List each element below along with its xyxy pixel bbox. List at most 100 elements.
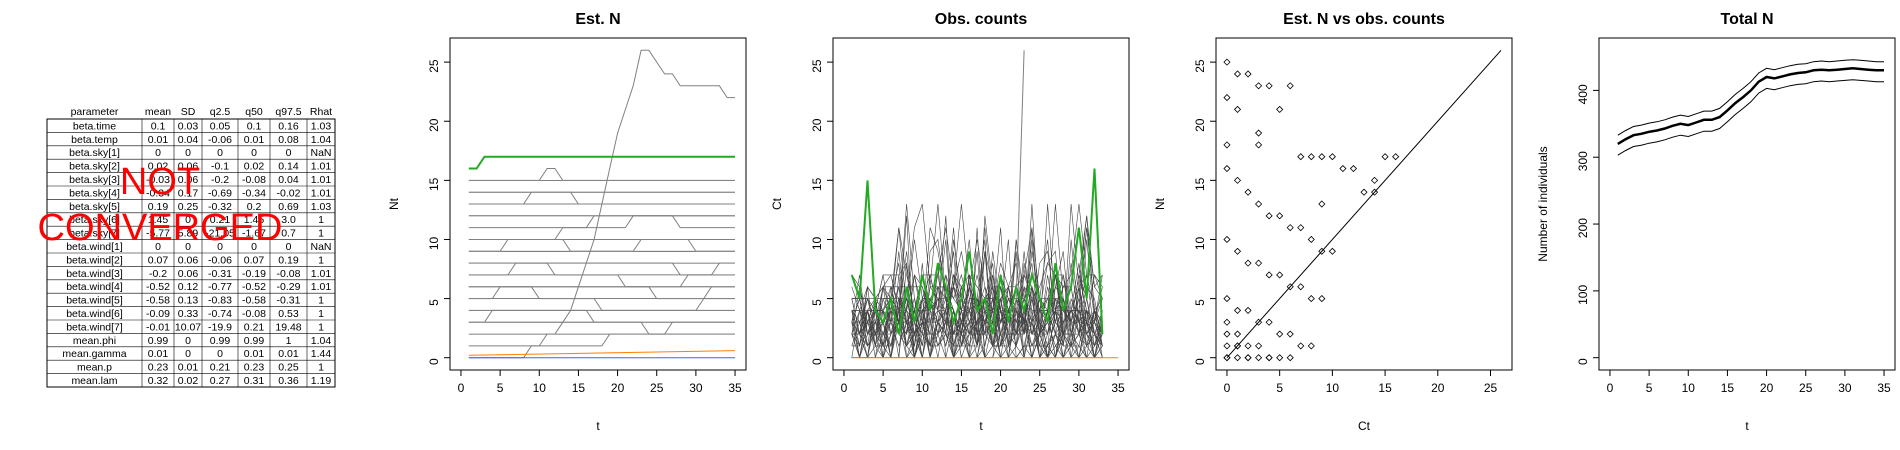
table-cell: 1.44 [311,348,332,360]
table-cell: -0.69 [208,187,232,199]
table-cell: -0.08 [277,268,301,280]
table-cell: -0.32 [208,201,232,213]
table-cell: 0.36 [278,375,299,387]
table-cell: 1 [318,295,324,307]
x-axis-label: Ct [1358,419,1371,433]
table-cell: -0.2 [211,174,229,186]
scatter-point [1381,153,1389,161]
scatter-point [1255,82,1263,90]
scatter-point [1223,342,1231,350]
y-tick-label: 5 [427,299,441,306]
x-tick-label: 5 [880,381,887,395]
scatter-point [1223,58,1231,66]
scatter-point [1265,212,1273,220]
scatter-point [1255,354,1263,362]
table-cell: 0.07 [148,254,169,266]
count-series-line [851,203,1103,335]
table-cell: 0.04 [178,134,199,146]
scatter-point [1244,354,1252,362]
table-cell: 1.04 [311,134,332,146]
y-tick-label: 15 [810,177,824,191]
x-tick-label: 10 [533,381,547,395]
scatter-point [1349,164,1358,173]
table-cell: 0.23 [148,362,169,374]
table-cell: NaN [310,147,331,159]
y-tick-label: 10 [427,236,441,250]
scatter-point [1392,153,1400,161]
table-cell: -0.58 [242,295,266,307]
y-tick-label: 5 [810,299,824,306]
scatter-point [1286,82,1294,90]
table-cell: mean.phi [73,335,116,347]
scatter-point [1223,141,1231,149]
table-cell: 0.19 [278,254,299,266]
table-cell: -0.06 [208,134,232,146]
scatter-point [1223,330,1231,338]
x-tick-label: 0 [1224,381,1231,395]
total-n-plot: Total N t Number of individuals 0 5 10 15 20 25 3… [1536,11,1896,433]
x-tick-label: 20 [611,381,625,395]
table-cell: 0.69 [278,201,299,213]
plot-area [1617,59,1884,156]
table-cell: 0.33 [178,308,199,320]
est-n-plot: Est. N t Nt 0 5 10 15 20 25 30 35 0 5 10 15 20 25 [387,11,747,433]
scatter-point [1318,247,1326,255]
table-cell: 0.1 [151,120,166,132]
table-cell: 1.45 [244,214,265,226]
table-cell: 0 [185,335,191,347]
count-series-line [851,251,1103,347]
obs-counts-plot: Obs. counts t Ct 0 5 10 15 20 25 30 35 0 5 10 15 20 25 [770,11,1130,433]
table-cell: 0.17 [178,187,199,199]
table-cell: 0.21 [244,321,265,333]
table-cell: 0.02 [178,375,199,387]
scatter-point [1233,354,1242,362]
y-tick-label: 100 [1576,285,1590,305]
scatter-point [1255,342,1263,350]
table-cell: 0.19 [148,201,169,213]
series-line [468,286,735,311]
table-cell: 5.89 [178,228,199,240]
y-tick-label: 0 [427,358,441,365]
scatter-point [1255,318,1263,326]
table-cell: 0 [155,241,161,253]
scatter-point [1244,259,1252,267]
x-tick-label: 15 [1721,381,1735,395]
table-cell: beta.sky[2] [69,161,120,173]
x-tick-label: 35 [1877,381,1891,395]
series-line [1617,79,1884,156]
scatter-point [1276,212,1284,220]
y-axis-label: Nt [387,197,401,210]
table-header-q2-5: q2.5 [210,106,231,118]
scatter-point [1223,354,1231,362]
scatter-point [1244,188,1252,196]
table-cell: -0.2 [149,268,167,280]
scatter-point [1286,224,1294,232]
table-cell: 0.05 [210,120,231,132]
table-cell: -0.31 [277,295,301,307]
table-cell: NaN [310,241,331,253]
table-cell: 1 [318,308,324,320]
x-tick-label: 5 [497,381,504,395]
table-cell: -0.83 [208,295,232,307]
table-cell: 0 [217,348,223,360]
table-cell: -1.67 [242,228,266,240]
table-cell: 0.99 [210,335,231,347]
x-axis-label: t [1745,419,1749,433]
table-cell: -0.29 [277,281,301,293]
scatter-point [1265,354,1273,362]
table-cell: 0.06 [178,161,199,173]
y-tick-label: 0 [1576,358,1590,365]
series-line [1617,67,1884,145]
count-series-line [851,239,1103,359]
not-converged-line1: NOT [120,161,200,203]
y-tick-label: 5 [1193,299,1207,306]
scatter-point [1370,176,1379,184]
table-cell: 0.23 [244,362,265,374]
scatter-point [1328,247,1336,255]
scatter-point [1297,153,1305,161]
table-cell: 1 [318,228,324,240]
table-cell: 0.31 [244,375,265,387]
scatter-point [1244,354,1252,362]
y-tick-label: 10 [1193,236,1207,250]
